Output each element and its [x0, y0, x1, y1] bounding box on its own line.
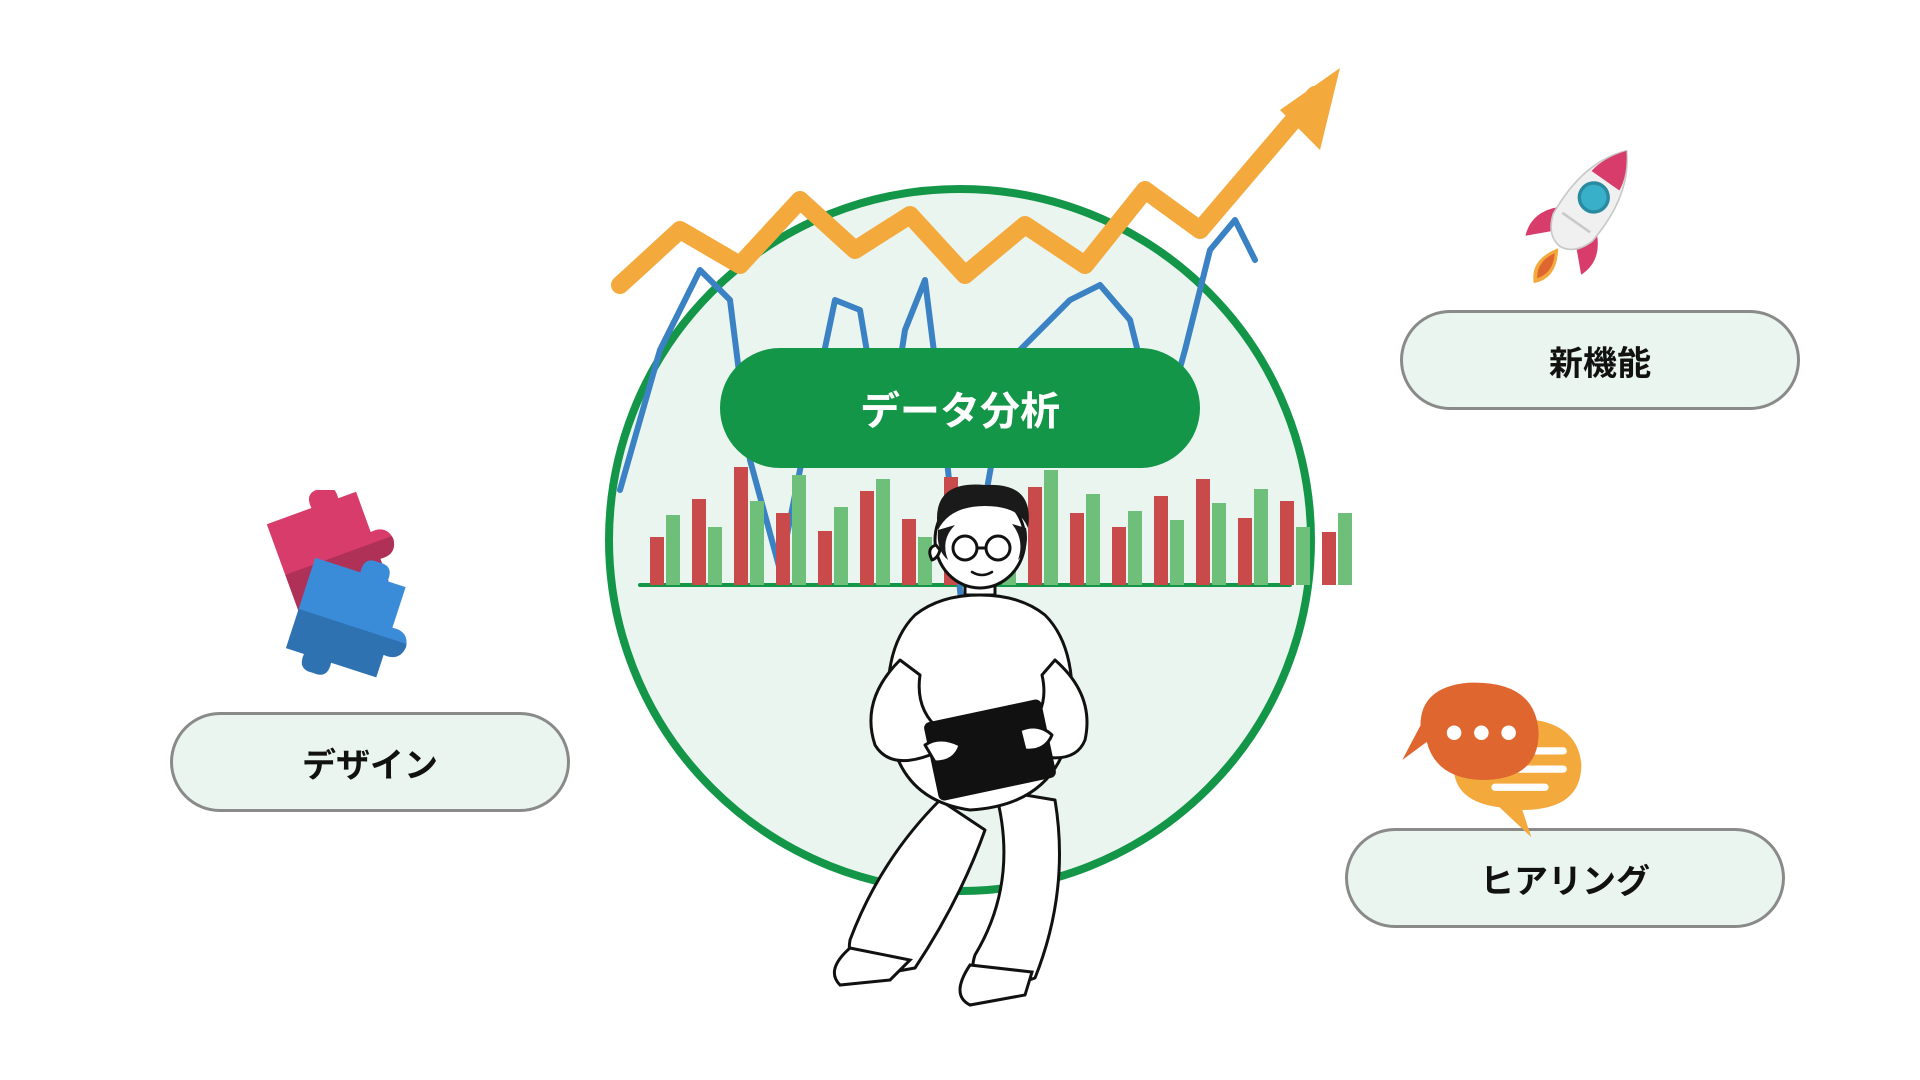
side-pill-feature-label: 新機能: [1549, 336, 1651, 385]
side-pill-feature: 新機能: [1400, 310, 1800, 410]
rocket-icon: [1500, 125, 1670, 295]
side-pill-design: デザイン: [170, 712, 570, 812]
infographic-canvas: データ分析 デザイン 新機能 ヒアリング: [0, 0, 1920, 1080]
center-pill-data-analysis: データ分析: [720, 348, 1200, 468]
puzzle-icon: [230, 490, 420, 680]
side-pill-hearing-label: ヒアリング: [1480, 854, 1650, 903]
side-pill-design-label: デザイン: [302, 738, 438, 787]
center-pill-label: データ分析: [860, 379, 1060, 437]
chat-icon: [1395, 660, 1595, 860]
bar-chart: [650, 465, 1280, 585]
